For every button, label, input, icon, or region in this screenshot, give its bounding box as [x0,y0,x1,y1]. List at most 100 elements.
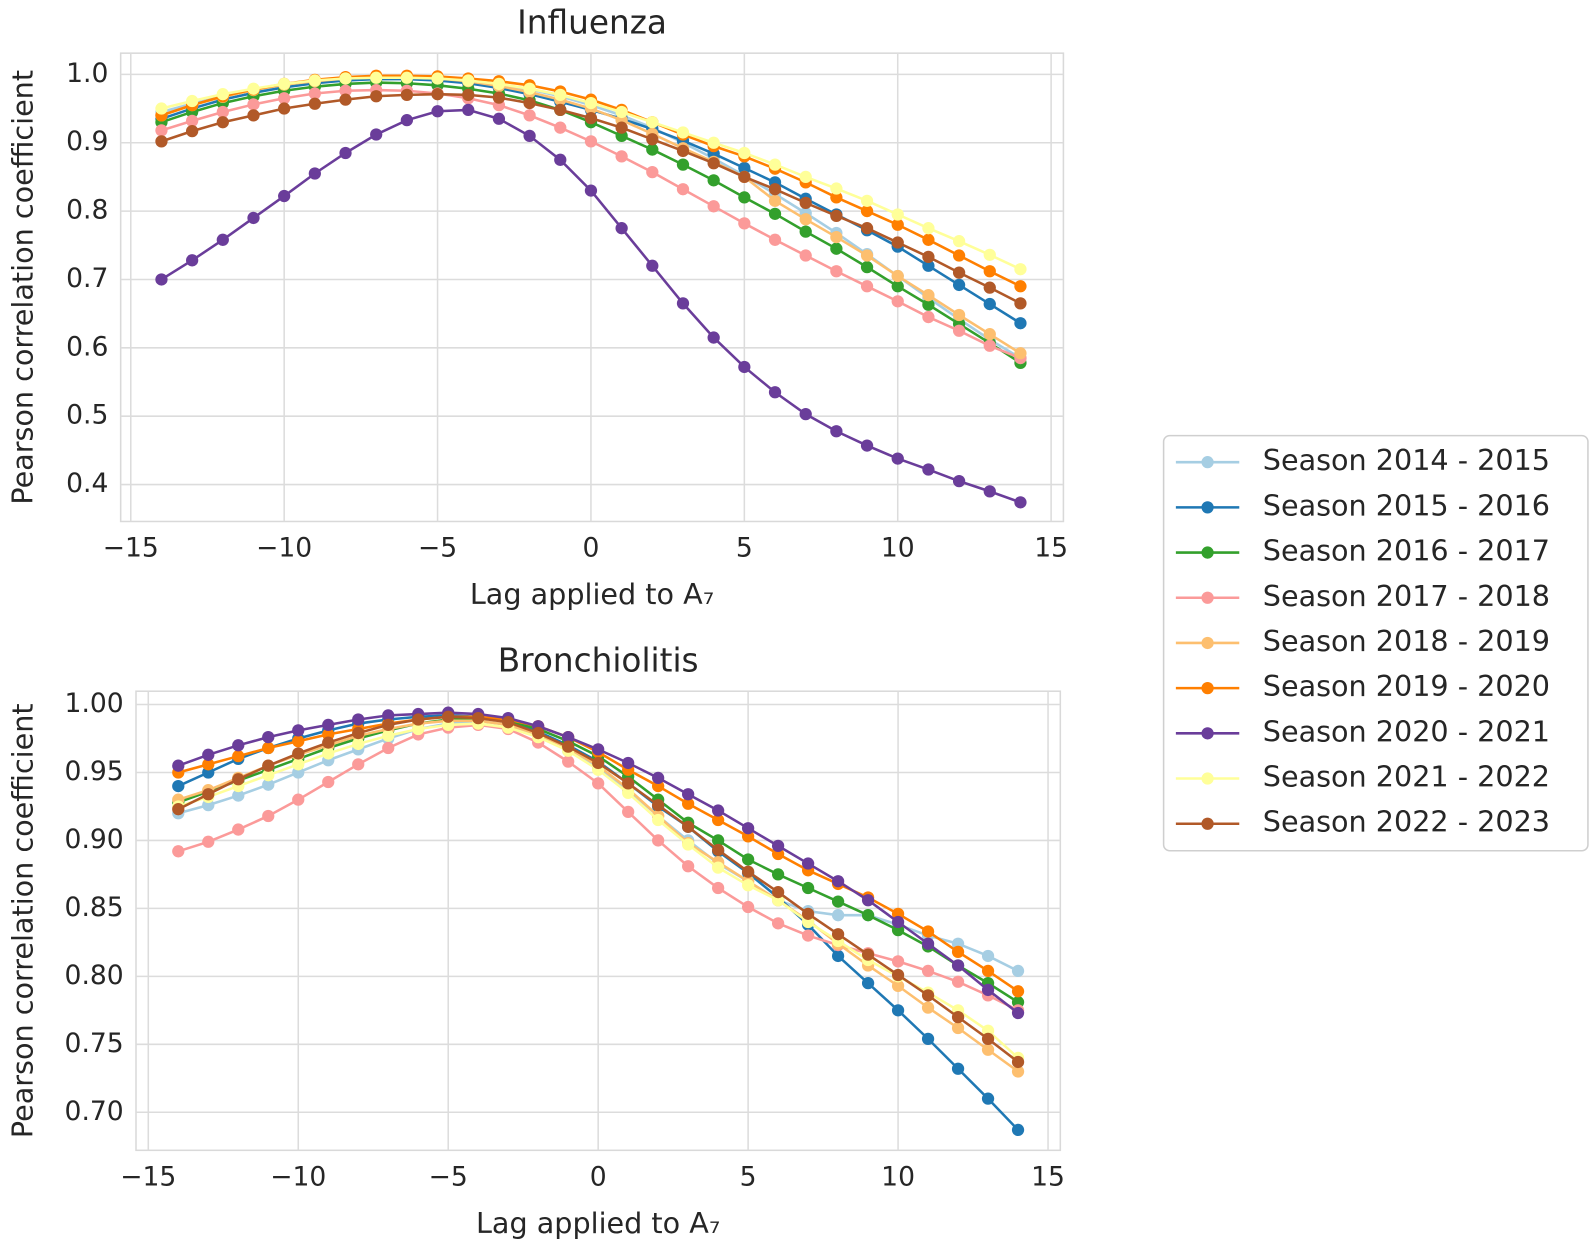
data-point [352,713,365,726]
data-point [921,964,935,978]
data-point [738,161,751,175]
data-point [339,93,352,106]
x-tick-label: −15 [120,1161,176,1192]
x-tick-label: −5 [429,1161,468,1192]
data-point [1014,280,1027,293]
data-point [186,124,199,138]
data-point [682,788,695,801]
subplot: −15 −10 −5 0 5 10 15 0.70 0.75 0.80 0.85 0.90 0.95 1.… [6,642,1065,1240]
legend-marker [1201,546,1214,559]
data-point [247,82,260,95]
data-point [262,809,275,823]
data-point [352,758,365,771]
data-point [831,895,845,908]
data-point [292,747,305,760]
data-point [155,124,168,137]
data-point [412,713,425,726]
data-point [462,74,475,87]
legend-marker [1201,817,1214,830]
data-point [370,71,383,84]
data-point [1011,1123,1025,1137]
x-tick-label: 10 [881,533,915,564]
data-point [262,759,275,772]
legend-label: Season 2018 - 2019 [1263,624,1550,658]
data-point [322,736,335,749]
data-point [981,1032,995,1046]
legend-label: Season 2017 - 2018 [1263,579,1550,613]
data-point [523,109,536,122]
data-point [799,170,812,184]
data-point [981,1092,995,1105]
data-point [922,289,935,302]
data-point [431,72,444,85]
y-axis-label: Pearson correlation coefficient [6,703,40,1138]
data-point [801,881,815,895]
data-point [382,709,395,722]
data-point [232,773,245,786]
data-point [262,769,275,782]
data-point [554,121,567,134]
data-point [921,1032,935,1046]
legend-marker [1201,636,1214,650]
data-point [232,750,245,763]
x-tick-label: −15 [103,533,159,564]
data-point [799,225,812,238]
x-tick-label: 0 [582,533,599,564]
data-point [492,91,506,104]
data-point [771,885,785,899]
data-point [646,259,659,272]
data-point [676,158,690,171]
data-point [921,937,935,950]
data-point [801,929,815,942]
data-point [339,84,352,97]
data-point [830,265,843,278]
data-point [554,103,567,117]
data-point [216,116,229,129]
data-point [676,183,690,196]
data-point [831,949,845,963]
data-point [922,250,935,264]
data-point [322,718,335,732]
y-tick-label: 0.95 [65,756,124,787]
data-point [830,191,843,204]
data-point [352,737,365,751]
legend-box [1162,434,1589,852]
data-point [799,408,812,421]
data-point [472,711,485,725]
data-point [891,269,904,283]
data-point [262,741,275,755]
data-point [431,88,444,101]
data-point [592,756,605,770]
legend-label: Season 2021 - 2022 [1263,760,1550,794]
data-point [1011,964,1025,978]
data-point [615,121,628,134]
data-point [830,242,843,255]
data-point [952,266,966,279]
data-point [278,102,291,115]
y-tick-label: 0.4 [66,468,108,499]
data-point [741,865,755,878]
data-point [172,803,185,816]
data-point [861,909,875,922]
data-point [741,822,755,835]
data-point [952,324,966,337]
data-point [155,135,168,148]
data-point [442,710,455,723]
data-point [768,207,782,220]
data-point [352,726,365,740]
data-point [711,843,725,857]
data-point [292,724,305,737]
data-point [831,875,845,888]
chart-title: Bronchiolitis [498,642,699,680]
data-point [431,105,444,118]
data-point [738,146,751,160]
y-tick-label: 0.80 [65,960,124,991]
y-tick-label: 0.85 [65,892,124,923]
data-point [216,105,229,119]
y-axis-label: Pearson correlation coefficient [6,70,40,505]
data-point [830,230,843,244]
legend-label: Season 2020 - 2021 [1263,714,1550,748]
data-point [891,452,904,465]
data-point [799,213,812,226]
